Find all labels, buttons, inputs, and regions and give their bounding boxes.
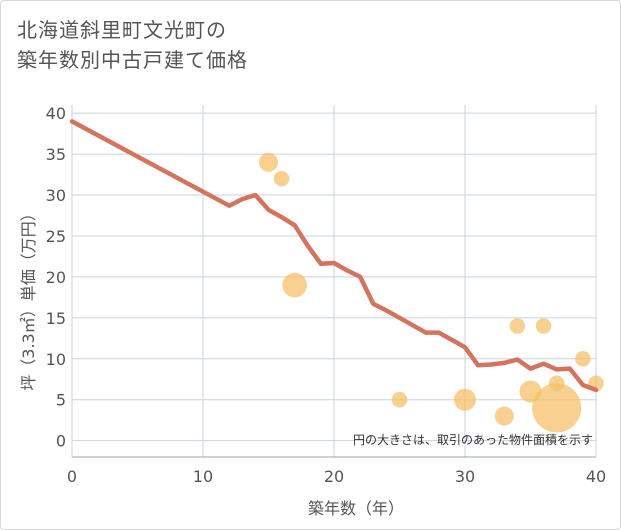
chart-title-line2: 築年数別中古戸建て価格 [17, 48, 248, 72]
y-tick-label: 25 [46, 227, 66, 246]
bubble-series [258, 152, 604, 433]
bubble-point [391, 391, 408, 408]
y-tick-label: 5 [56, 391, 66, 410]
bubble-point [494, 406, 514, 426]
y-tick-labels: 0 5 10 15 20 25 30 35 40 [46, 104, 66, 450]
y-tick-label: 30 [46, 186, 66, 205]
y-axis-label: 坪（3.3㎡）単価（万円） [19, 205, 38, 390]
chart-title-line1: 北海道斜里町文光町の [17, 18, 227, 42]
bubble-size-note: 円の大きさは、取引のあった物件面積を示す [353, 432, 593, 447]
bubble-point [273, 170, 290, 187]
bubble-point [532, 383, 582, 433]
y-tick-label: 40 [46, 104, 66, 123]
x-axis-label: 築年数（年） [308, 499, 404, 518]
y-tick-label: 20 [46, 268, 66, 287]
bubble-point [575, 350, 591, 367]
y-tick-label: 35 [46, 145, 66, 164]
bubble-point [509, 318, 526, 334]
x-tick-label: 0 [67, 467, 77, 486]
x-tick-label: 20 [324, 467, 344, 486]
x-tick-label: 10 [193, 467, 213, 486]
x-tick-labels: 0 10 20 30 40 [67, 467, 606, 486]
x-tick-label: 30 [455, 467, 475, 486]
y-tick-label: 15 [46, 309, 66, 328]
chart-title: 北海道斜里町文光町の 築年数別中古戸建て価格 [17, 15, 248, 75]
bubble-point [535, 318, 552, 334]
bubble-point [282, 272, 307, 298]
y-tick-label: 0 [56, 432, 66, 451]
bubble-point [454, 388, 476, 411]
trend-line [69, 119, 599, 393]
x-tick-label: 40 [586, 467, 606, 486]
y-tick-label: 10 [46, 350, 66, 369]
bubble-point [258, 152, 279, 172]
bubble-point [548, 375, 565, 392]
trend-line-series [69, 119, 599, 393]
